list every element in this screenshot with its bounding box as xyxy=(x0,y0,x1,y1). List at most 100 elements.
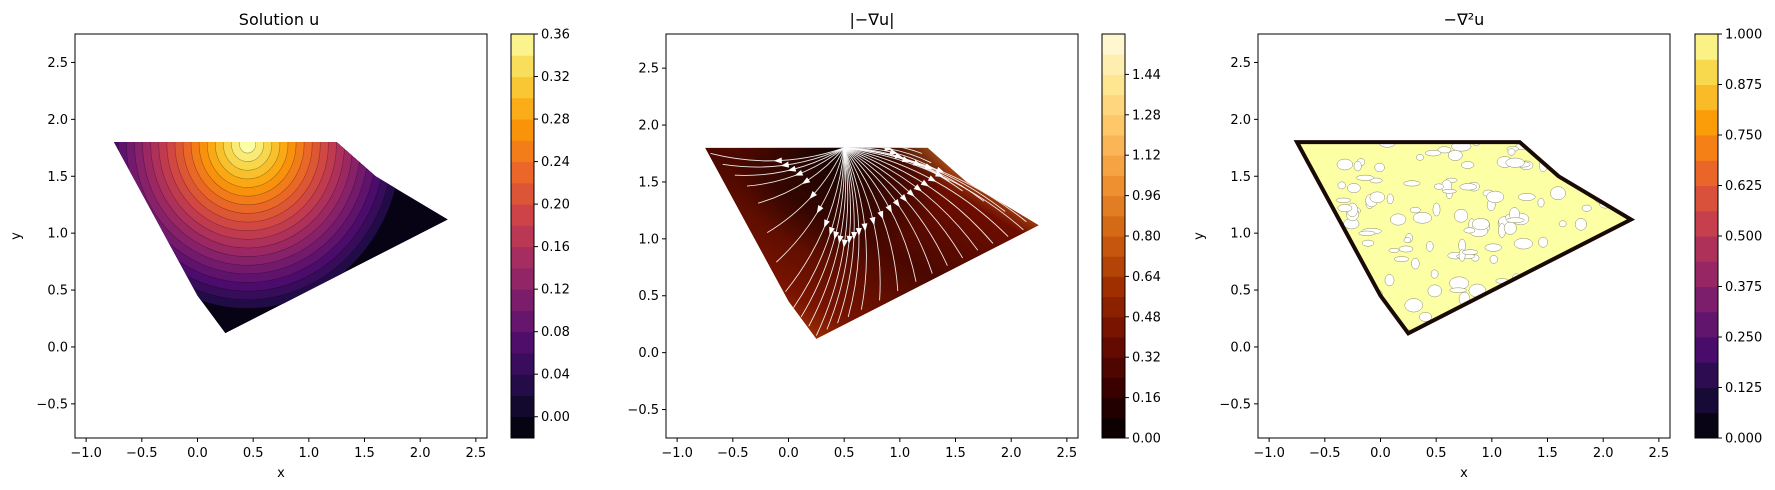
contour-patch xyxy=(1437,146,1452,154)
contour-patch xyxy=(1564,165,1577,175)
colorbar-band xyxy=(1695,135,1718,161)
colorbar-tick-label: 0.32 xyxy=(1132,351,1161,366)
panel-solution: Solution u −1.0 −0.5 0.0 0.5 1.0 1.5 2.0 2.5 −0… xyxy=(9,10,570,481)
contour-patch xyxy=(1442,189,1457,194)
streamline-arrow xyxy=(869,216,876,226)
colorbar-tick-label: 0.48 xyxy=(1132,310,1161,325)
streamline-arrow xyxy=(894,152,904,159)
contour-field xyxy=(114,142,448,334)
contour-patch xyxy=(1586,265,1605,278)
contour-patch xyxy=(1608,125,1615,135)
contour-patch xyxy=(1331,238,1345,244)
y-tick-label: 1.0 xyxy=(47,227,68,242)
contour-patch xyxy=(1404,298,1423,313)
contour-patch xyxy=(1337,204,1353,213)
x-tick-label: 1.5 xyxy=(1537,446,1558,461)
colorbar-band xyxy=(511,161,534,184)
streamline-arrow xyxy=(816,205,824,214)
x-tick-label: 2.0 xyxy=(1001,446,1022,461)
contour-patch xyxy=(1416,334,1430,342)
x-tick-label: 0.5 xyxy=(834,446,855,461)
y-tick-label: 0.0 xyxy=(1230,340,1251,355)
contour-patch xyxy=(1408,336,1423,350)
laplacian-field xyxy=(1293,125,1636,363)
colorbar-band xyxy=(1695,337,1718,363)
y-tick-label: −0.5 xyxy=(1219,397,1251,412)
colorbar-band xyxy=(1695,34,1718,60)
contour-patch xyxy=(1517,327,1527,333)
x-tick-label: 0.0 xyxy=(778,446,799,461)
colorbar-band xyxy=(511,76,534,99)
colorbar-tick-label: 0.64 xyxy=(1132,270,1161,285)
contour-patch xyxy=(1568,344,1580,353)
contour-patch xyxy=(1607,353,1617,358)
contour-patch xyxy=(1521,125,1530,135)
y-tick-label: −0.5 xyxy=(36,397,68,412)
colorbar-band xyxy=(1695,412,1718,439)
contour-patch xyxy=(1486,190,1505,203)
colorbar-band xyxy=(1102,74,1125,96)
contour-patch xyxy=(1537,197,1545,208)
colorbar-band xyxy=(1102,54,1125,75)
colorbar-band xyxy=(511,267,534,290)
contour-patch xyxy=(1415,154,1425,161)
colorbar-band xyxy=(1102,114,1125,136)
colorbar-tick-label: 0.04 xyxy=(541,368,570,383)
streamline-arrow xyxy=(927,175,937,182)
streamline-arrow xyxy=(809,191,818,199)
x-tick-label: −0.5 xyxy=(1309,446,1341,461)
contour-patch xyxy=(1440,324,1458,334)
x-tick-label: −1.0 xyxy=(1253,446,1285,461)
panel-laplacian: −∇²u −1.0 −0.5 0.0 0.5 1.0 1.5 2.0 2.5 −0.50.00… xyxy=(1192,10,1762,481)
contour-patch xyxy=(1380,353,1392,359)
contour-patch xyxy=(1568,294,1583,309)
y-tick-label: 1.0 xyxy=(1230,227,1251,242)
streamline-arrow xyxy=(829,226,835,236)
contour-patch xyxy=(1589,321,1606,333)
streamline-arrow xyxy=(892,199,900,208)
contour-patch xyxy=(1337,181,1346,190)
contour-patch xyxy=(1479,317,1498,324)
streamline-arrow xyxy=(837,235,844,244)
colorbar-tick-label: 0.00 xyxy=(1132,432,1161,447)
contour-patch xyxy=(1401,342,1410,353)
colorbar-band xyxy=(511,374,534,396)
colorbar-band xyxy=(1102,195,1125,217)
streamline xyxy=(844,147,923,154)
contour-patch xyxy=(1411,257,1420,270)
y-tick-label: 1.0 xyxy=(638,232,659,247)
x-axis-label: x xyxy=(277,466,285,481)
contour-patch xyxy=(1356,174,1374,181)
contour-patch xyxy=(1483,351,1498,363)
contour-patch xyxy=(1457,325,1471,331)
contour-patch xyxy=(1603,243,1611,252)
y-tick-label: −0.5 xyxy=(627,403,659,418)
x-tick-label: 0.0 xyxy=(187,446,208,461)
streamline-arrow xyxy=(851,231,858,240)
y-axis-label: y xyxy=(1192,232,1207,240)
contour-patch xyxy=(1386,193,1394,205)
colorbar-band xyxy=(1695,236,1718,262)
streamline-arrow xyxy=(780,161,790,168)
streamline-arrow xyxy=(794,169,804,176)
contour-patch xyxy=(1533,271,1544,281)
contour-patch xyxy=(1538,236,1548,248)
x-axis-label: x xyxy=(1460,466,1468,481)
streamline-arrow xyxy=(885,204,892,213)
colorbar-band xyxy=(1695,59,1718,85)
panel-gradient: |−∇u| −1.0 −0.5 0.0 0.5 1.0 1.5 2.0 2.5 −0.5 0.0… xyxy=(627,10,1161,461)
contour-patch xyxy=(1367,126,1383,139)
colorbar-tick-label: 0.36 xyxy=(541,28,570,43)
contour-patch xyxy=(1489,255,1498,264)
contour-patch xyxy=(1430,269,1439,279)
contour-patch xyxy=(1581,277,1594,290)
contour-patch xyxy=(1523,337,1532,349)
contour-patch xyxy=(1458,325,1474,334)
y-tick-label: 1.5 xyxy=(638,175,659,190)
colorbar-band xyxy=(1695,286,1718,313)
x-tick-label: 1.5 xyxy=(945,446,966,461)
streamline-arrow xyxy=(884,147,893,152)
contour-patch xyxy=(1436,335,1453,348)
contour-patch xyxy=(1412,212,1432,224)
y-tick-label: 2.0 xyxy=(638,119,659,134)
